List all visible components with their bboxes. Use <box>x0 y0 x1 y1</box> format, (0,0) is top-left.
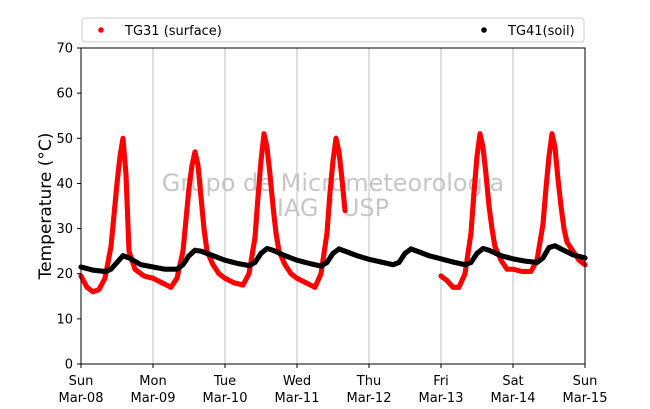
plot-frame <box>80 47 586 365</box>
legend-marker-soil <box>481 27 487 33</box>
x-tick-label-day: Mon <box>139 374 166 389</box>
x-axis: Sun Mar-08 Mon Mar-09 Tue Mar-10 Wed Mar-11 Thu M… <box>59 364 608 406</box>
x-tick-label-date: Mar-13 <box>419 391 464 406</box>
grid-lines <box>152 48 514 364</box>
x-tick-label-date: Mar-09 <box>131 391 176 406</box>
x-tick-label-date: Mar-14 <box>491 391 536 406</box>
data-series <box>78 131 588 295</box>
x-tick-label-date: Mar-11 <box>275 391 320 406</box>
y-tick-label: 30 <box>56 222 73 237</box>
y-axis: 0 10 20 30 40 50 60 70 <box>56 42 81 373</box>
x-tick-label-day: Wed <box>283 374 311 389</box>
data-point <box>342 207 348 214</box>
legend-label-soil: TG41(soil) <box>507 24 575 39</box>
y-tick-label: 10 <box>56 312 73 327</box>
x-tick-label-date: Mar-08 <box>59 391 104 406</box>
legend-label-surface: TG31 (surface) <box>124 24 222 39</box>
y-tick-label: 70 <box>56 42 73 57</box>
y-tick-label: 40 <box>56 177 73 192</box>
x-tick-label-day: Fri <box>433 374 449 389</box>
x-tick-label-day: Sat <box>502 374 523 389</box>
y-axis-label: Temperature (°C) <box>36 133 56 281</box>
y-tick-label: 0 <box>65 358 73 373</box>
x-tick-label-date: Mar-15 <box>563 391 608 406</box>
watermark-line-2: IAG / USP <box>277 194 389 222</box>
series-soil <box>78 243 588 275</box>
y-tick-label: 50 <box>56 132 73 147</box>
y-tick-label: 20 <box>56 267 73 282</box>
x-tick-label-day: Thu <box>356 374 381 389</box>
x-tick-label-day: Sun <box>573 374 598 389</box>
watermark: Grupo de Micrometeorologia IAG / USP <box>162 169 504 222</box>
legend-box <box>81 17 585 43</box>
legend-marker-surface <box>98 27 104 33</box>
x-tick-label-date: Mar-12 <box>347 391 392 406</box>
y-tick-label: 60 <box>56 87 73 102</box>
x-tick-label-date: Mar-10 <box>203 391 248 406</box>
x-tick-label-day: Sun <box>69 374 94 389</box>
x-tick-label-day: Tue <box>213 374 236 389</box>
series-surface <box>78 131 588 295</box>
legend: TG31 (surface) TG41(soil) <box>81 17 585 43</box>
